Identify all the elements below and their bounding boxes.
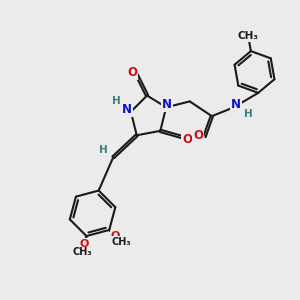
Text: H: H [112,96,121,106]
Text: O: O [182,133,192,146]
Text: CH₃: CH₃ [112,237,131,247]
Text: N: N [162,98,172,111]
Text: O: O [110,231,120,241]
Text: O: O [193,129,203,142]
Text: H: H [244,109,253,119]
Text: O: O [80,239,89,249]
Text: N: N [122,103,132,116]
Text: H: H [98,145,107,155]
Text: CH₃: CH₃ [238,31,259,41]
Text: N: N [231,98,241,111]
Text: O: O [127,66,137,79]
Text: CH₃: CH₃ [72,248,92,257]
